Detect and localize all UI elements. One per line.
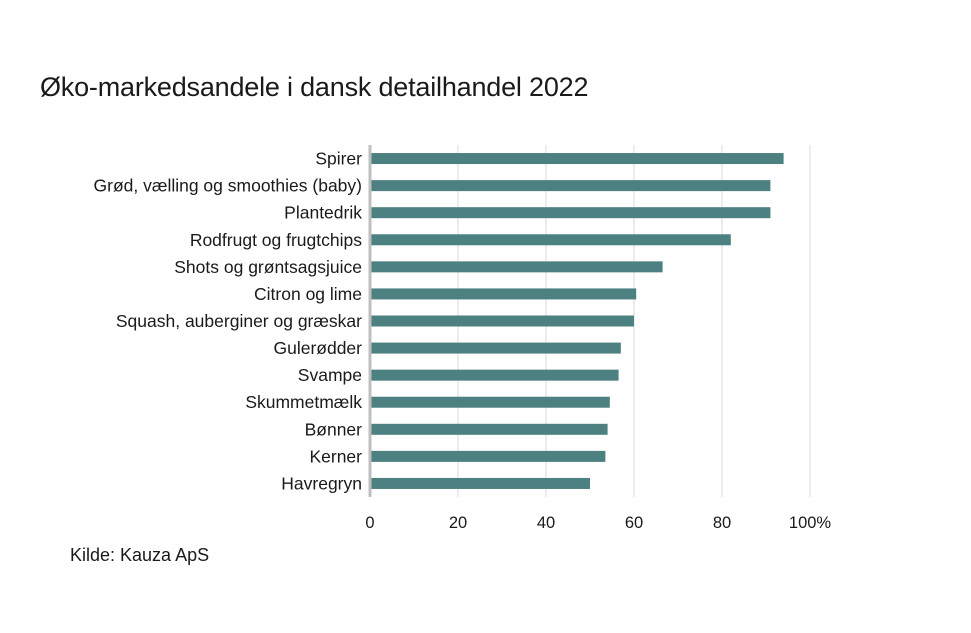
category-label: Plantedrik (284, 203, 362, 223)
bar-4 (370, 261, 663, 273)
bar-5 (370, 288, 637, 300)
category-label: Shots og grøntsagsjuice (174, 257, 362, 277)
category-label: Squash, auberginer og græskar (116, 311, 362, 331)
x-tick-label: 100% (789, 514, 832, 532)
category-label: Citron og lime (254, 284, 362, 304)
x-tick-labels: 0 20 40 60 80 100% (365, 514, 831, 532)
chart-title: Øko-markedsandele i dansk detailhandel 2… (40, 72, 589, 102)
source-note: Kilde: Kauza ApS (70, 545, 210, 565)
bars (370, 153, 784, 489)
bar-8 (370, 369, 619, 381)
bar-10 (370, 423, 608, 435)
category-label: Skummetmælk (245, 392, 362, 412)
category-label: Spirer (315, 149, 362, 169)
x-tick-label: 80 (713, 514, 731, 532)
x-tick-label: 60 (625, 514, 643, 532)
x-tick-label: 20 (449, 514, 467, 532)
x-tick-label: 0 (365, 514, 374, 532)
category-label: Svampe (298, 365, 362, 385)
bar-9 (370, 396, 610, 408)
bar-3 (370, 234, 731, 246)
bar-7 (370, 342, 621, 354)
bar-2 (370, 207, 771, 219)
category-label: Bønner (305, 419, 363, 439)
category-labels: Spirer Grød, vælling og smoothies (baby) P… (94, 149, 363, 494)
bar-0 (370, 153, 784, 165)
bar-11 (370, 450, 606, 462)
category-label: Havregryn (281, 473, 362, 493)
category-label: Rodfrugt og frugtchips (190, 230, 362, 250)
x-tick-label: 40 (537, 514, 555, 532)
bar-6 (370, 315, 634, 327)
category-label: Kerner (309, 446, 362, 466)
category-label: Gulerødder (273, 338, 362, 358)
category-label: Grød, vælling og smoothies (baby) (94, 176, 362, 196)
bar-1 (370, 180, 771, 192)
bar-12 (370, 477, 590, 489)
